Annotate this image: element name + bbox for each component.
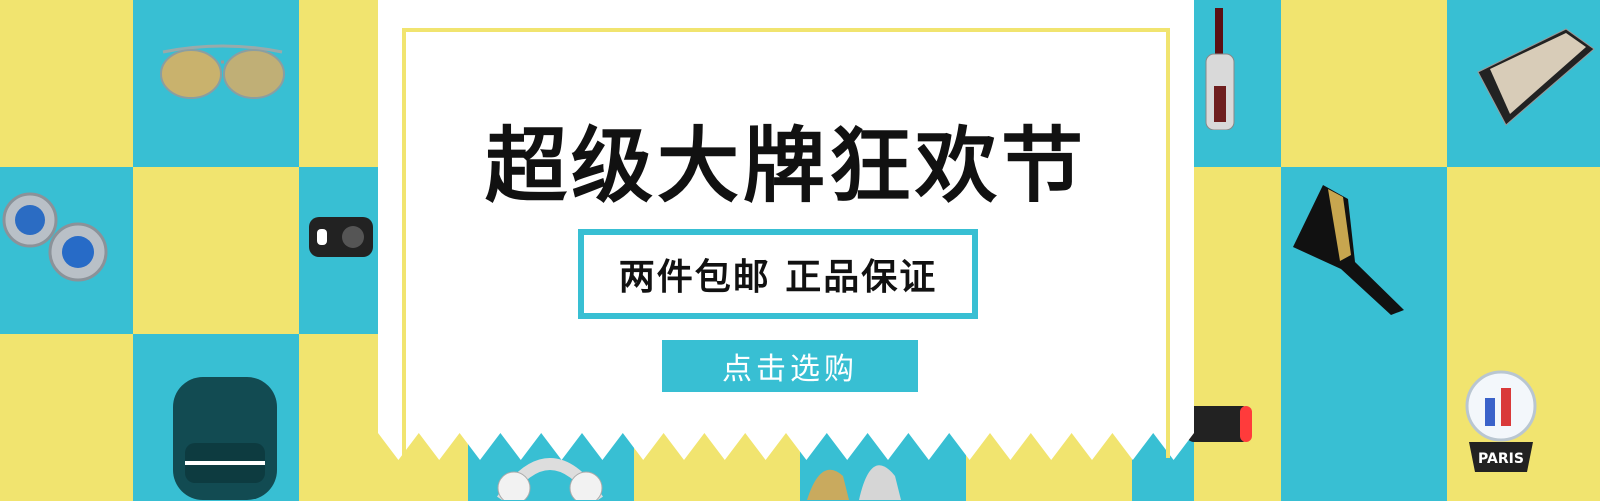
promo-subtitle: 两件包邮 正品保证 — [618, 257, 938, 298]
promo-title: 超级大牌狂欢节 — [484, 119, 1087, 214]
heels-image — [1293, 185, 1404, 315]
perfume-image — [1205, 8, 1235, 130]
speaker-image — [309, 217, 373, 257]
vape-device-image — [1477, 28, 1595, 126]
shop-now-button[interactable]: 点击选购 — [662, 340, 918, 392]
earrings-image — [2, 192, 108, 282]
promo-subtitle-box: 两件包邮 正品保证 — [578, 229, 978, 319]
globe-label: PARIS — [1478, 451, 1524, 467]
backpack-image — [173, 377, 277, 500]
necklace-image — [807, 465, 901, 500]
game-console-image — [1186, 406, 1252, 442]
sunglasses-image — [160, 44, 285, 99]
promo-frame — [402, 28, 1170, 458]
snow-globe-image: PARIS — [1465, 370, 1537, 472]
headphones-image — [497, 458, 603, 500]
